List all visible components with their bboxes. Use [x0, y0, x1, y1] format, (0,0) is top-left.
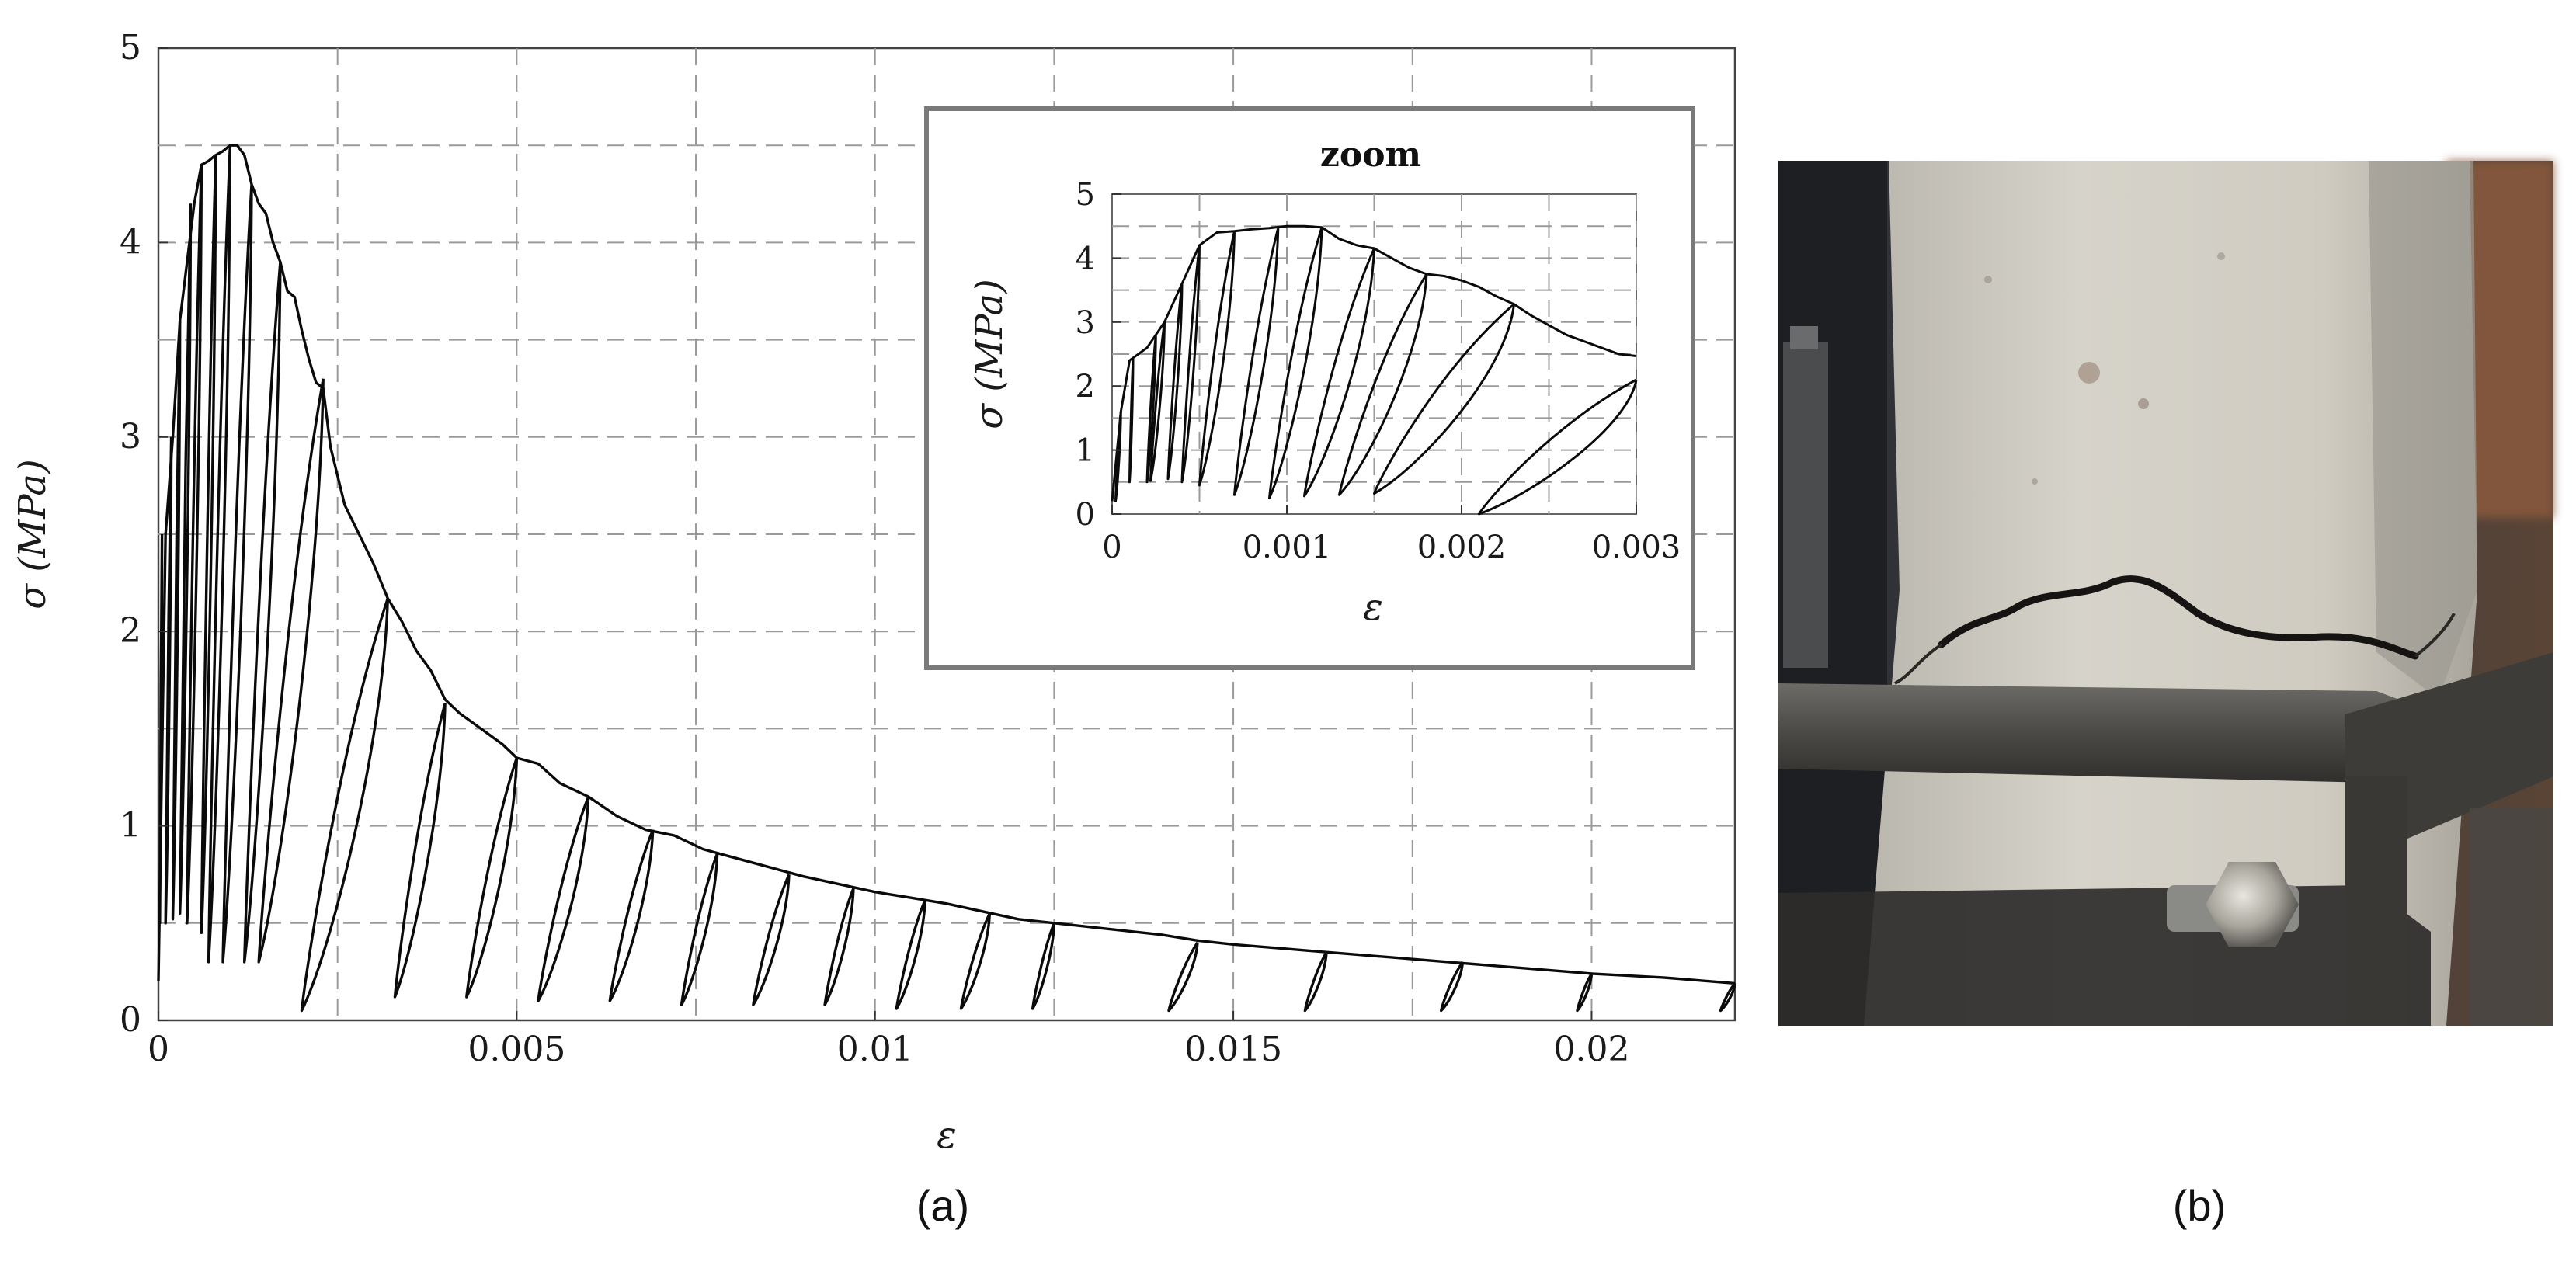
inset-y-axis-title: σ (MPa): [968, 279, 1011, 429]
unloading-cycle: [1373, 303, 1515, 495]
x-tick-label: 0.001: [1243, 530, 1332, 565]
y-tick-label: 1: [120, 806, 141, 846]
unloading-cycle: [257, 378, 325, 964]
unloading-cycle: [1167, 941, 1199, 1013]
unloading-cycle: [1145, 335, 1157, 484]
unloading-cycle: [1031, 922, 1056, 1010]
main-ticks: 0 0.005 0.01 0.015 0.02 0 1 2 3 4 5: [120, 28, 1629, 1069]
y-tick-label: 4: [1076, 241, 1095, 276]
x-tick-label: 0.002: [1417, 530, 1507, 565]
y-tick-label: 3: [1076, 305, 1095, 341]
x-tick-label: 0.02: [1553, 1030, 1629, 1069]
unloading-cycle: [243, 262, 282, 964]
unloading-cycle: [1114, 412, 1122, 502]
y-tick-label: 3: [120, 417, 141, 457]
x-tick-label: 0.015: [1184, 1030, 1282, 1069]
unloading-cycle: [207, 145, 231, 964]
unloading-cycle: [752, 874, 791, 1006]
unloading-cycle: [1166, 283, 1184, 481]
unloading-cycle: [537, 796, 590, 1002]
y-tick-label: 1: [1076, 433, 1095, 469]
unloading-cycle: [823, 888, 855, 1006]
unloading-cycle: [158, 533, 164, 925]
unloading-cycle: [1198, 231, 1236, 487]
inset-x-axis-title: ε: [1363, 585, 1383, 629]
unloading-cycle: [1303, 248, 1375, 498]
unloading-cycle: [200, 155, 217, 934]
x-tick-label: 0.01: [837, 1030, 913, 1069]
y-tick-label: 2: [1076, 369, 1095, 405]
inset-curves: [1111, 224, 1638, 516]
unloading-cycle: [1478, 378, 1638, 516]
y-tick-label: 4: [120, 222, 141, 262]
unloading-cycle: [608, 829, 655, 1002]
panel-label-b: (b): [2173, 1181, 2226, 1230]
zoom-inset: zoom 0 0.001 0.002 0.003 0 1 2 3 4 5 ε σ (MPa): [924, 106, 1695, 670]
y-tick-label: 2: [120, 611, 141, 651]
y-tick-label: 0: [120, 1000, 141, 1040]
y-tick-label: 0: [1076, 497, 1095, 533]
unloading-cycle: [164, 436, 173, 925]
specimen-photo: [1778, 161, 2553, 1026]
unloading-cycle: [171, 320, 182, 921]
unloading-cycle: [1128, 357, 1135, 484]
envelope-curve: [1111, 224, 1637, 502]
unloading-cycle: [895, 899, 926, 1010]
unloading-cycle: [1303, 951, 1328, 1013]
envelope-curve: [157, 144, 1736, 985]
unloading-cycle: [1180, 245, 1201, 484]
inset-ticks: 0 0.001 0.002 0.003 0 1 2 3 4 5: [1076, 177, 1681, 565]
unloading-cycle: [1338, 273, 1428, 496]
unloading-cycle: [1268, 227, 1323, 499]
x-axis-title: ε: [937, 1113, 957, 1157]
unloading-cycle: [680, 853, 719, 1006]
y-tick-label: 5: [1076, 177, 1095, 213]
unloading-cycle: [300, 598, 389, 1013]
y-tick-label: 5: [120, 28, 141, 68]
unloading-cycle: [179, 203, 193, 915]
unloading-cycle: [1233, 228, 1280, 496]
x-tick-label: 0.003: [1592, 530, 1681, 565]
unloading-cycle: [221, 184, 253, 964]
unloading-cycle: [959, 912, 992, 1010]
x-tick-label: 0: [1102, 530, 1121, 565]
unloading-cycle: [1576, 973, 1594, 1013]
unloading-cycle: [393, 703, 447, 999]
unloading-cycle: [1440, 961, 1465, 1013]
panel-b-photo: (b): [1778, 161, 2553, 1230]
x-tick-label: 0: [148, 1030, 169, 1069]
unloading-cycle: [186, 165, 203, 925]
y-axis-title: σ (MPa): [11, 459, 54, 609]
unloading-cycle: [1149, 321, 1166, 482]
inset-title: zoom: [1320, 135, 1421, 175]
x-tick-label: 0.005: [468, 1030, 565, 1069]
main-curves: [157, 144, 1736, 1013]
panel-label-a: (a): [916, 1181, 969, 1230]
unloading-cycle: [465, 757, 519, 999]
unloading-cycle: [1719, 982, 1736, 1013]
